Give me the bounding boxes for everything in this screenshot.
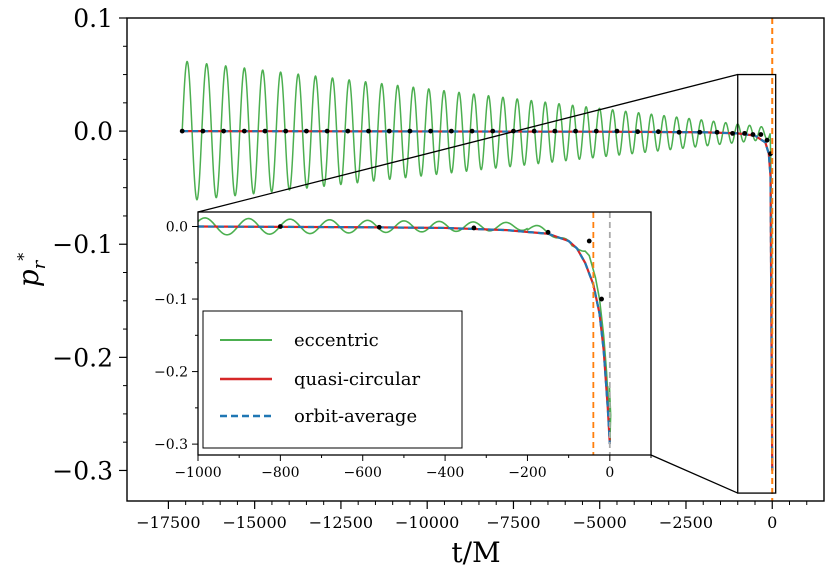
zoom-connector: [650, 454, 738, 494]
data-marker: [742, 130, 748, 136]
data-marker: [262, 128, 268, 134]
inset-x-tick-label: −1000: [174, 465, 221, 481]
legend: eccentric quasi-circular orbit-average: [202, 310, 463, 449]
y-tick-label: −0.3: [52, 456, 113, 485]
data-marker: [407, 128, 413, 134]
data-marker: [635, 129, 641, 135]
data-marker: [655, 129, 661, 135]
data-marker: [304, 128, 309, 134]
data-marker: [179, 128, 185, 134]
zoom-connector: [197, 73, 738, 213]
data-marker: [614, 128, 620, 134]
data-marker: [714, 129, 720, 135]
data-marker: [428, 128, 434, 134]
x-tick-label: 0: [767, 513, 777, 532]
inset-x-tick-label: −400: [426, 465, 464, 481]
data-marker: [697, 129, 703, 135]
data-marker: [552, 128, 558, 134]
inset-data-marker: [586, 238, 592, 244]
data-marker: [386, 128, 392, 134]
data-marker: [221, 128, 227, 134]
inset-series-line-orbit-average: [198, 225, 611, 445]
zoom-box: [737, 73, 777, 494]
inset-x-tick-label: −800: [261, 465, 299, 481]
inset-x-tick-label: −600: [344, 465, 382, 481]
data-marker: [469, 128, 475, 134]
data-marker: [366, 128, 371, 134]
data-marker: [200, 128, 206, 134]
inset-y-tick-label: 0.0: [166, 220, 188, 236]
data-marker: [531, 128, 537, 134]
inset-y-tick-label: −0.3: [154, 437, 188, 453]
inset-x-tick-label: −200: [508, 465, 546, 481]
data-marker: [490, 128, 496, 134]
svg-text:pr*: pr*: [12, 253, 50, 288]
inset-y-tick-label: −0.2: [154, 365, 188, 381]
inset-data-marker: [376, 224, 382, 230]
y-axis-title: pr*: [12, 253, 50, 288]
inset-frame: [197, 211, 652, 456]
legend-label-eccentric: eccentric: [294, 330, 379, 351]
y-tick-label: 0.0: [73, 117, 113, 146]
data-marker: [764, 137, 770, 143]
series-line-eccentric: [181, 60, 773, 471]
x-axis-title: t/M: [451, 536, 500, 569]
data-marker: [676, 129, 682, 135]
data-marker: [345, 128, 351, 134]
x-tick-label: −5000: [573, 513, 627, 532]
inset-x-tick-label: 0: [605, 465, 614, 481]
inset-data-marker: [471, 225, 477, 231]
y-tick-label: −0.2: [52, 343, 113, 372]
data-marker: [758, 132, 764, 137]
data-marker: [324, 128, 330, 134]
inset-y-tick-label: −0.1: [154, 292, 188, 308]
data-marker: [750, 132, 756, 137]
data-marker: [283, 128, 289, 134]
inset-data-marker: [545, 229, 551, 235]
y-tick-label: 0.1: [73, 4, 113, 33]
main-frame: [126, 17, 825, 502]
x-tick-label: −10000: [395, 513, 459, 532]
x-tick-label: −12500: [309, 513, 373, 532]
main-axes: 0.1 0.0 −0.1 −0.2 −0.3 −17500 −15000 −12500 −100…: [52, 4, 825, 532]
x-tick-label: −15000: [223, 513, 287, 532]
data-marker: [241, 128, 247, 134]
legend-label-orbit-average: orbit-average: [294, 406, 417, 427]
x-tick-label: −17500: [136, 513, 200, 532]
inset-data-marker: [599, 296, 604, 302]
x-tick-label: −2500: [659, 513, 713, 532]
inset-data-marker: [277, 224, 283, 229]
data-marker: [448, 128, 454, 134]
legend-label-quasi-circular: quasi-circular: [294, 369, 421, 390]
y-tick-label: −0.1: [52, 230, 113, 259]
x-tick-label: −7500: [486, 513, 540, 532]
data-marker: [730, 130, 735, 136]
data-marker: [593, 128, 599, 134]
data-marker: [573, 128, 578, 134]
